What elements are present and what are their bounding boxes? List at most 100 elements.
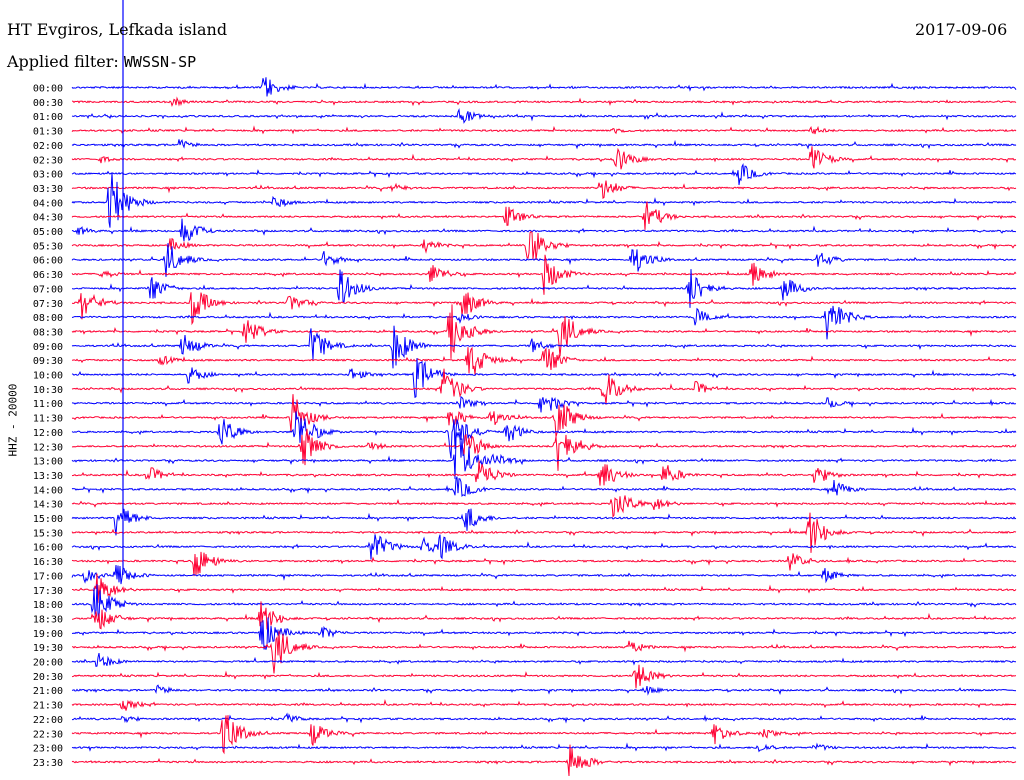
- row-time-label: 10:30: [33, 385, 63, 396]
- row-time-label: 01:30: [33, 127, 63, 138]
- row-time-label: 18:00: [33, 600, 63, 611]
- row-time-label: 06:30: [33, 270, 63, 281]
- trace-row: [71, 172, 1017, 228]
- row-time-label: 20:00: [33, 658, 63, 669]
- trace-row: [71, 396, 1016, 413]
- row-time-label: 10:00: [33, 371, 63, 382]
- trace-row: [71, 218, 1016, 242]
- row-time-label: 12:30: [33, 442, 63, 453]
- row-time-label: 21:00: [33, 686, 63, 697]
- trace-row: [71, 325, 1017, 369]
- row-time-label: 13:00: [33, 457, 63, 468]
- trace-row: [71, 508, 1017, 536]
- row-time-label: 03:00: [33, 170, 63, 181]
- row-time-label: 15:30: [33, 528, 63, 539]
- row-time-label: 02:00: [33, 141, 63, 152]
- trace-row: [71, 357, 1017, 399]
- row-time-label: 05:00: [33, 227, 63, 238]
- trace-row: [71, 495, 1017, 518]
- trace-row: [71, 460, 1017, 486]
- row-time-label: 16:00: [33, 543, 63, 554]
- row-time-label: 04:00: [33, 198, 63, 209]
- row-time-label: 22:30: [33, 729, 63, 740]
- trace-row: [71, 712, 1017, 724]
- row-time-label: 21:30: [33, 701, 63, 712]
- row-time-label: 00:30: [33, 98, 63, 109]
- filter-line: Applied filter: WWSSN-SP: [7, 52, 196, 71]
- trace-row: [71, 180, 1017, 199]
- station-title: HT Evgiros, Lefkada island: [7, 20, 228, 39]
- trace-row: [71, 163, 1017, 186]
- row-time-label: 22:00: [33, 715, 63, 726]
- trace-row: [71, 652, 1016, 668]
- row-time-label: 13:30: [33, 471, 63, 482]
- filter-label: Applied filter:: [7, 52, 119, 71]
- filter-value: WWSSN-SP: [123, 53, 197, 71]
- trace-row: [71, 512, 1017, 553]
- trace-row: [71, 551, 1017, 577]
- trace-row: [71, 231, 1017, 261]
- trace-row: [71, 534, 1017, 560]
- trace-row: [71, 96, 1017, 107]
- row-time-label: 11:30: [33, 414, 63, 425]
- row-time-label: 14:30: [33, 500, 63, 511]
- row-time-label: 20:30: [33, 672, 63, 683]
- trace-row: [72, 631, 1017, 674]
- row-time-label: 09:00: [33, 342, 63, 353]
- row-time-label: 15:00: [33, 514, 63, 525]
- row-time-label: 02:30: [33, 155, 63, 166]
- row-time-label: 09:30: [33, 356, 63, 367]
- trace-row: [71, 428, 1017, 471]
- trace-row: [71, 584, 1017, 620]
- trace-row: [71, 269, 1017, 308]
- trace-row: [71, 292, 1017, 326]
- trace-row: [71, 125, 1017, 135]
- trace-row: [71, 394, 1017, 437]
- seismogram-traces: [71, 77, 1017, 777]
- row-time-label: 19:00: [33, 629, 63, 640]
- row-time-label: 08:00: [33, 313, 63, 324]
- row-time-label: 23:30: [33, 758, 63, 769]
- trace-row: [71, 304, 1017, 359]
- trace-row: [72, 573, 1017, 604]
- row-time-label: 12:00: [33, 428, 63, 439]
- trace-row: [71, 744, 1017, 777]
- trace-row: [71, 77, 1017, 97]
- row-time-label: 19:30: [33, 643, 63, 654]
- row-time-label: 08:30: [33, 327, 63, 338]
- trace-row: [71, 742, 1017, 753]
- row-time-label: 14:00: [33, 485, 63, 496]
- trace-row: [71, 254, 1017, 295]
- trace-row: [71, 305, 1017, 340]
- record-date: 2017-09-06: [915, 20, 1008, 39]
- row-time-label: 05:30: [33, 241, 63, 252]
- trace-row: [71, 368, 1017, 405]
- trace-row: [71, 243, 1017, 277]
- time-axis-labels: 00:00 00:30 01:00 01:30 02:00 02:30 03:00 03:30…: [33, 84, 63, 769]
- row-time-label: 17:00: [33, 571, 63, 582]
- trace-row: [71, 664, 1016, 689]
- row-time-label: 01:00: [33, 112, 63, 123]
- trace-row: [72, 684, 1017, 696]
- trace-row: [71, 346, 1017, 375]
- trace-row: [71, 201, 1017, 230]
- row-time-label: 18:30: [33, 614, 63, 625]
- trace-row: [71, 698, 1017, 711]
- trace-row: [71, 617, 1017, 650]
- trace-row: [71, 564, 1017, 585]
- trace-row: [71, 411, 1017, 459]
- trace-row: [71, 139, 1017, 150]
- trace-row: [71, 715, 1017, 755]
- row-time-label: 06:00: [33, 256, 63, 267]
- row-time-label: 04:30: [33, 213, 63, 224]
- trace-row: [71, 146, 1017, 170]
- trace-row: [71, 432, 1017, 479]
- row-time-label: 07:30: [33, 299, 63, 310]
- row-time-label: 23:00: [33, 744, 63, 755]
- y-axis-label: HHZ - 20000: [6, 383, 20, 457]
- row-time-label: 00:00: [33, 84, 63, 95]
- row-time-label: 07:00: [33, 284, 63, 295]
- trace-row: [71, 108, 1017, 124]
- row-time-label: 11:00: [33, 399, 63, 410]
